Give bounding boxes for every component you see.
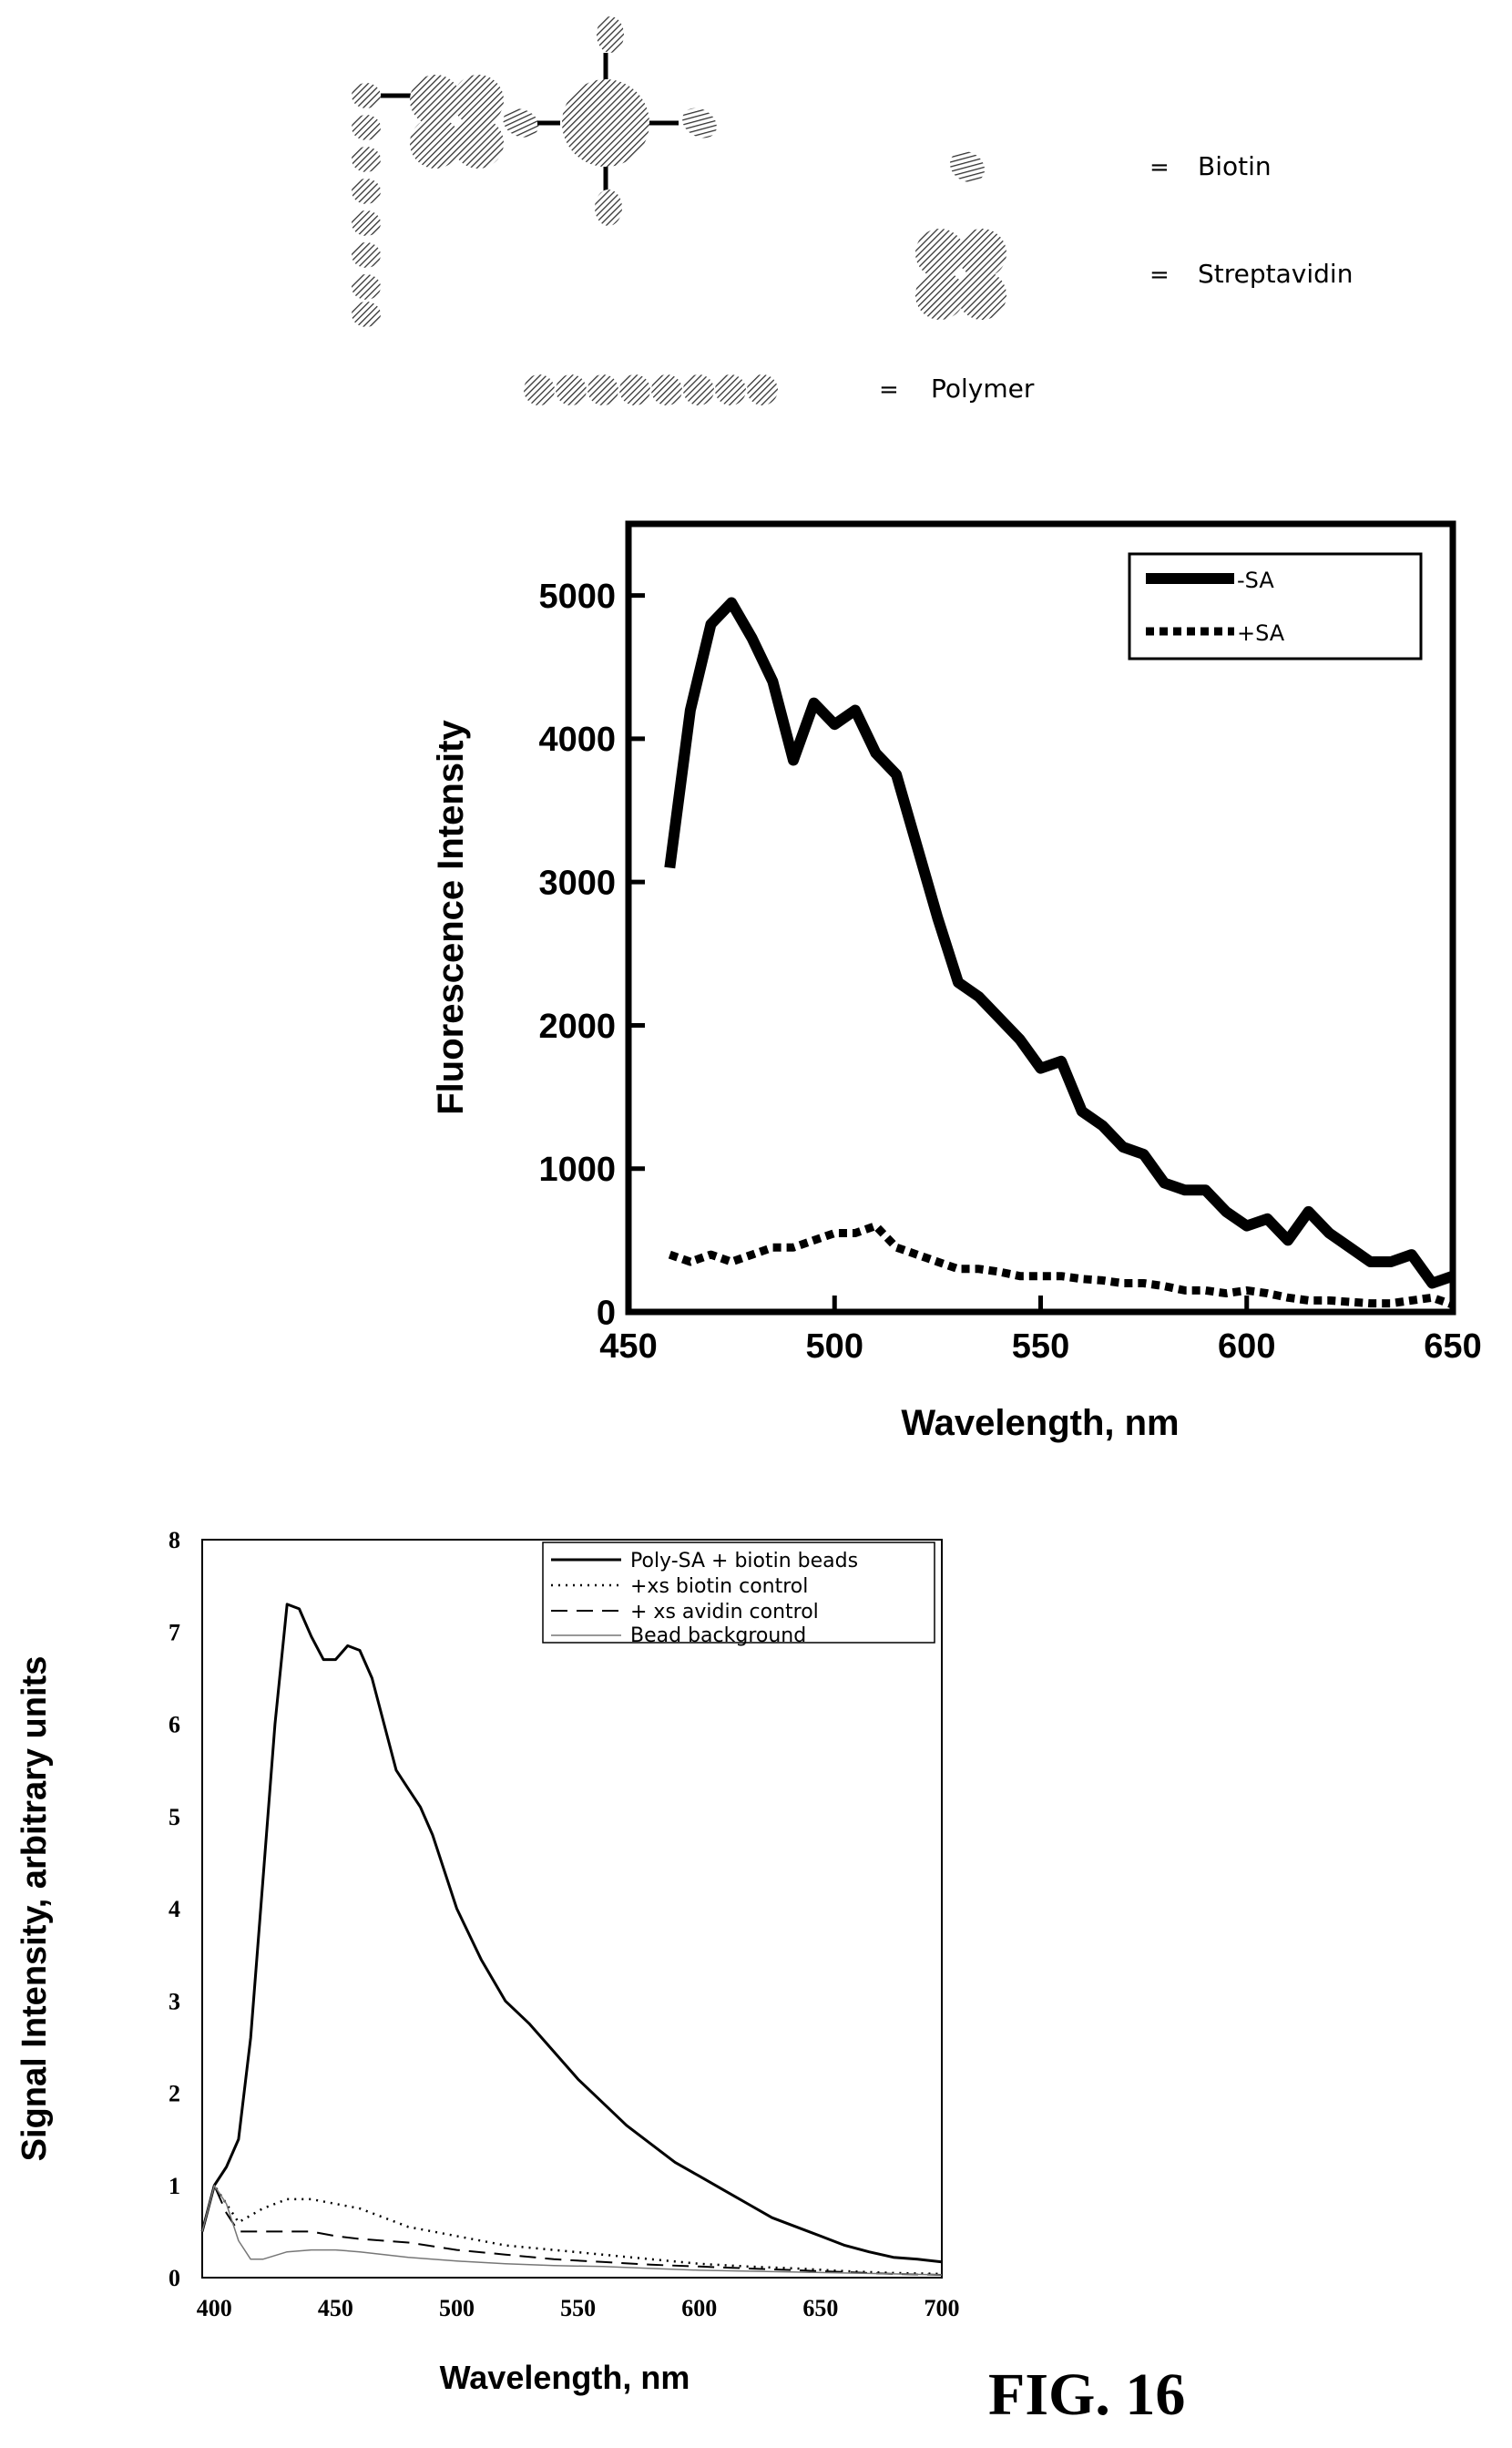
y-tick-label: 1 [169,2173,180,2199]
x-tick-label: 600 [1218,1327,1275,1366]
y-tick-label: 4000 [538,721,616,759]
biotin-right-shape [682,108,717,138]
x-tick-label: 450 [318,2295,353,2321]
x-tick-label: 500 [439,2295,475,2321]
polymer-key-equals: = [879,376,899,404]
chart1-x-axis-label: Wavelength, nm [901,1403,1179,1443]
chart2-legend-label-3: + xs avidin control [630,1601,819,1623]
x-tick-label: 600 [681,2295,717,2321]
biotin-link-shape [503,108,539,138]
chart1-ticks: 450 500 550 600 650 0 1000 2000 3000 4000 5000 [538,578,1481,1366]
biotin-bottom-shape [595,189,622,226]
chart1-legend-box [1128,552,1423,661]
chart2-ticks: 400 450 500 550 600 650 700 0 1 2 3 4 5 6 7 8 [169,1527,960,2321]
x-tick-label: 450 [599,1327,657,1366]
y-tick-label: 5000 [538,578,616,616]
figure-label: FIG. 16 [988,2361,1185,2428]
chart1-legend: -SA +SA [1128,552,1423,661]
series-line-1 [664,597,1455,1289]
fluorescence-chart: 450 500 550 600 650 0 1000 2000 3000 4000 5000 Wav… [431,520,1482,1443]
y-tick-label: 6 [169,1712,180,1738]
biotin-key-equals: = [1149,154,1170,181]
chart1-series [664,597,1455,1309]
chart2-legend: Poly-SA + biotin beads +xs biotin contro… [542,1542,935,1647]
y-tick-label: 5 [169,1804,180,1830]
series-line-3 [201,2184,943,2276]
y-tick-label: 4 [169,1896,180,1922]
chart2-x-axis-label: Wavelength, nm [440,2359,690,2396]
streptavidin-key-equals: = [1149,261,1170,289]
y-tick-label: 3000 [538,864,616,902]
x-tick-label: 650 [1424,1327,1481,1366]
x-tick-label: 500 [806,1327,863,1366]
y-tick-label: 0 [597,1294,616,1332]
biotin-key-label: Biotin [1198,151,1272,181]
chart1-y-axis-label: Fluorescence Intensity [431,720,471,1115]
x-tick-label: 650 [802,2295,838,2321]
y-tick-label: 2000 [538,1008,616,1046]
chart2-series [200,1603,943,2276]
x-tick-label: 400 [197,2295,232,2321]
polymer-chain-vertical [352,83,381,327]
streptavidin-key-icon [915,229,1006,320]
biotin-top-shape [597,16,624,53]
chart2-y-axis-label: Signal Intensity, arbitrary units [15,1656,54,2162]
central-protein-shape [562,79,649,167]
streptavidin-bound-shape [410,75,504,169]
series-line-1 [200,1603,943,2264]
series-line-2 [668,1222,1455,1309]
y-tick-label: 0 [169,2265,180,2291]
y-tick-label: 2 [169,2081,180,2107]
chart2-legend-label-1: Poly-SA + biotin beads [630,1550,858,1572]
chart2-legend-label-4: Bead background [630,1624,806,1647]
y-tick-label: 1000 [538,1151,616,1189]
signal-chart: 400 450 500 550 600 650 700 0 1 2 3 4 5 6 7 8 Wavelengt… [15,1527,960,2396]
biotin-key-icon [949,150,986,183]
polymer-key-icon [524,374,778,405]
x-tick-label: 550 [560,2295,596,2321]
chart1-legend-dotted-label: +SA [1237,620,1285,646]
y-tick-label: 8 [169,1527,180,1553]
y-tick-label: 3 [169,1988,180,2014]
chart1-legend-solid-label: -SA [1237,568,1274,593]
chart2-plot-frame [201,1539,943,2279]
x-tick-label: 700 [925,2295,960,2321]
binding-schematic: = Biotin = Streptavidin = Polymer [352,16,1353,405]
y-tick-label: 7 [169,1619,180,1645]
streptavidin-key-label: Streptavidin [1198,259,1353,289]
series-line-4 [201,2185,943,2276]
chart2-legend-label-2: +xs biotin control [630,1575,808,1598]
x-tick-label: 550 [1012,1327,1069,1366]
polymer-key-label: Polymer [931,374,1035,404]
